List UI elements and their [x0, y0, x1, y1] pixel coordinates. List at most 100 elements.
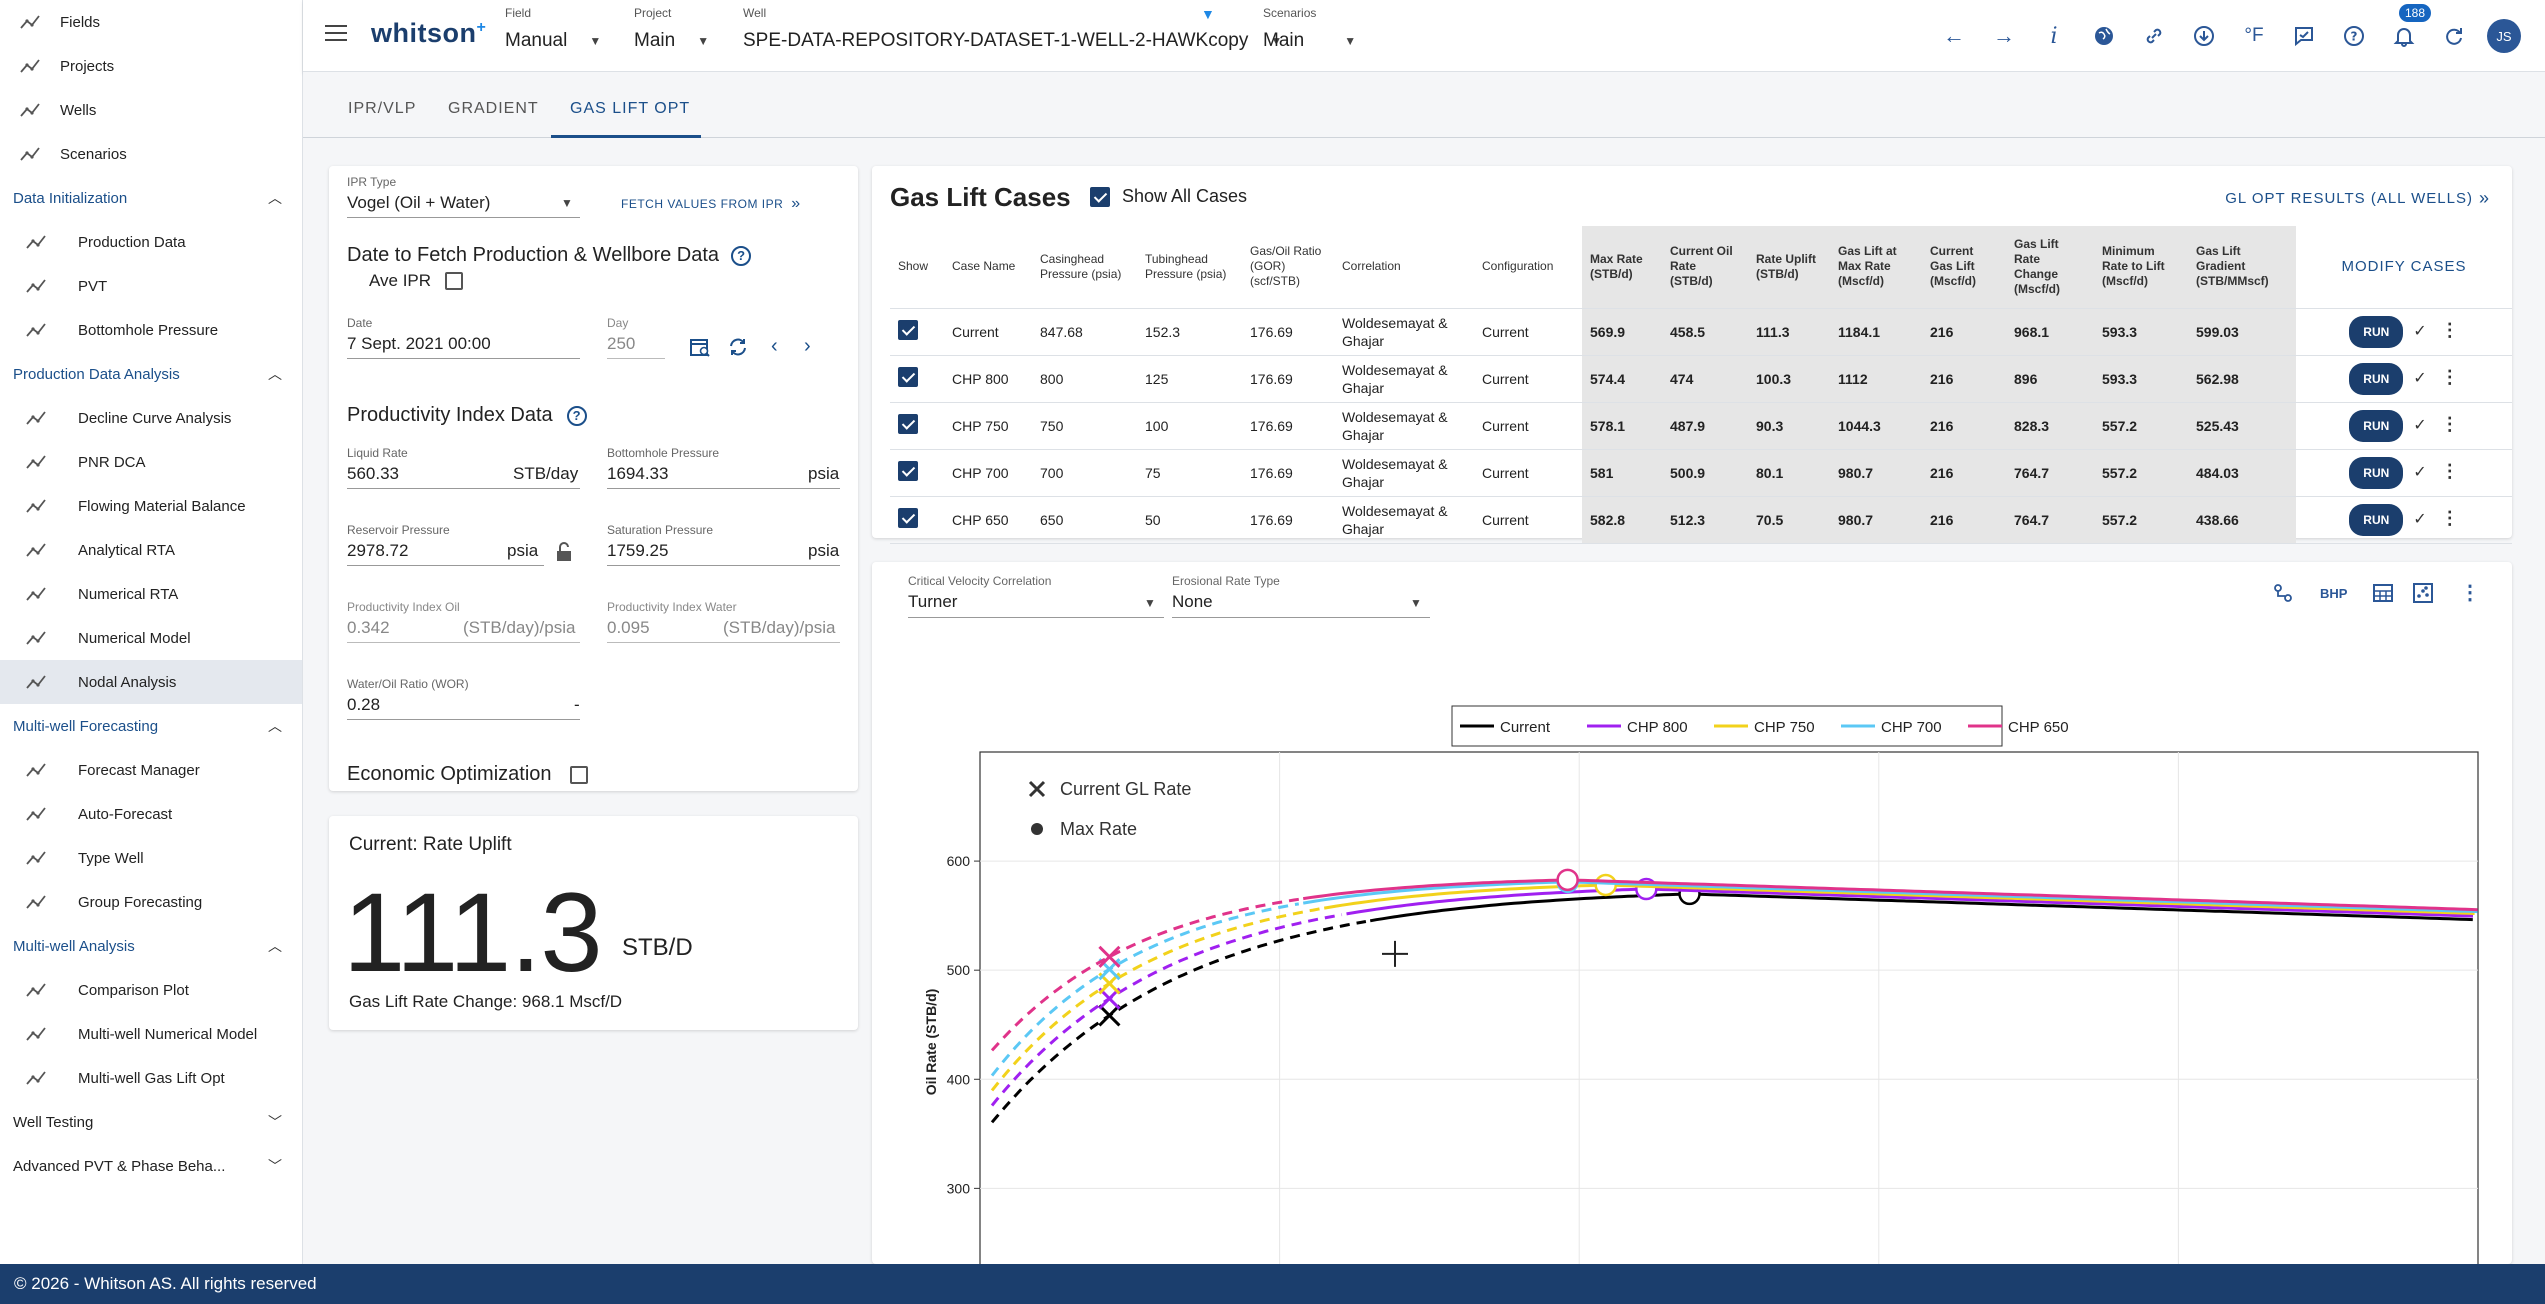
- chevron-left-icon[interactable]: ‹: [771, 335, 778, 357]
- sync-icon[interactable]: [727, 336, 749, 363]
- econ-opt-checkbox[interactable]: [569, 765, 588, 784]
- menu-icon[interactable]: [325, 25, 347, 41]
- sidebar-item-auto-forecast[interactable]: Auto-Forecast: [0, 792, 302, 836]
- temperature-unit-icon[interactable]: °F: [2244, 25, 2264, 46]
- more-vert-icon[interactable]: ⋮: [2440, 366, 2459, 387]
- liquid-rate-input[interactable]: 560.33: [347, 464, 399, 483]
- run-button[interactable]: RUN: [2349, 456, 2404, 489]
- gl-opt-results-button[interactable]: GL OPT RESULTS (ALL WELLS)»: [2225, 188, 2490, 208]
- more-vert-icon[interactable]: ⋮: [2440, 319, 2459, 340]
- sidebar-item-decline-curve-analysis[interactable]: Decline Curve Analysis: [0, 396, 302, 440]
- sidebar-section-well-testing[interactable]: Well Testing ﹀: [0, 1100, 302, 1144]
- reservoir-pressure-input[interactable]: 2978.72: [347, 541, 409, 560]
- date-input[interactable]: 7 Sept. 2021 00:00: [347, 334, 491, 353]
- table-cell: 111.3: [1748, 308, 1830, 356]
- sidebar-item-pvt[interactable]: PVT: [0, 264, 302, 308]
- sidebar-section-multi-well-analysis[interactable]: Multi-well Analysis ︿: [0, 924, 302, 968]
- sidebar-item-production-data[interactable]: Production Data: [0, 220, 302, 264]
- bhp-input[interactable]: 1694.33: [607, 464, 669, 483]
- logo[interactable]: whitson+: [371, 18, 487, 48]
- sidebar-item-scenarios[interactable]: Scenarios: [0, 132, 302, 176]
- more-vert-icon[interactable]: ⋮: [2460, 582, 2480, 604]
- caret-down-icon[interactable]: ▼: [1144, 596, 1156, 610]
- caret-down-icon[interactable]: ▼: [1410, 596, 1422, 610]
- back-arrow-icon[interactable]: ←: [1943, 23, 1965, 48]
- sidebar-section-multi-well-forecasting[interactable]: Multi-well Forecasting ︿: [0, 704, 302, 748]
- more-vert-icon[interactable]: ⋮: [2440, 413, 2459, 434]
- sidebar-section-production-data-analysis[interactable]: Production Data Analysis ︿: [0, 352, 302, 396]
- sidebar-item-multi-well-numerical-model[interactable]: Multi-well Numerical Model: [0, 1012, 302, 1056]
- ave-ipr-checkbox[interactable]: [445, 272, 464, 290]
- project-select[interactable]: Project Main ▼: [634, 6, 710, 51]
- legend-entry: CHP 800: [1627, 719, 1688, 736]
- refresh-icon[interactable]: [2429, 16, 2479, 56]
- sidebar-item-wells[interactable]: Wells: [0, 88, 302, 132]
- run-button[interactable]: RUN: [2349, 362, 2404, 395]
- well-select[interactable]: Well SPE-DATA-REPOSITORY-DATASET-1-WELL-…: [743, 6, 1283, 51]
- fetch-values-button[interactable]: FETCH VALUES FROM IPR»: [621, 195, 801, 212]
- sidebar-section-advanced-pvt-phase-beha[interactable]: Advanced PVT & Phase Beha... ﹀: [0, 1144, 302, 1188]
- sidebar-item-type-well[interactable]: Type Well: [0, 836, 302, 880]
- sidebar-section-data-initialization[interactable]: Data Initialization ︿: [0, 176, 302, 220]
- help-circle-icon[interactable]: ?: [731, 245, 752, 266]
- sidebar-item-forecast-manager[interactable]: Forecast Manager: [0, 748, 302, 792]
- caret-down-icon[interactable]: ▼: [561, 196, 573, 210]
- info-icon[interactable]: i: [2050, 23, 2058, 49]
- ert-select[interactable]: None: [1172, 592, 1213, 611]
- feedback-icon[interactable]: [2279, 16, 2329, 56]
- bhp-toggle[interactable]: BHP: [2320, 586, 2348, 601]
- scatter-settings-icon[interactable]: [2412, 582, 2434, 609]
- modify-cases-button[interactable]: MODIFY CASES: [2341, 257, 2467, 275]
- sidebar-item-numerical-rta[interactable]: Numerical RTA: [0, 572, 302, 616]
- table-cell: 525.43: [2188, 402, 2296, 450]
- more-vert-icon[interactable]: ⋮: [2440, 460, 2459, 481]
- sidebar-item-bottomhole-pressure[interactable]: Bottomhole Pressure: [0, 308, 302, 352]
- saturation-pressure-input[interactable]: 1759.25: [607, 541, 669, 560]
- sidebar-item-flowing-material-balance[interactable]: Flowing Material Balance: [0, 484, 302, 528]
- table-cell: 599.03: [2188, 308, 2296, 356]
- more-vert-icon[interactable]: ⋮: [2440, 507, 2459, 528]
- wor-input[interactable]: 0.28: [347, 695, 381, 714]
- field-select[interactable]: Field Manual ▼: [505, 6, 602, 51]
- run-button[interactable]: RUN: [2349, 503, 2404, 536]
- run-button[interactable]: RUN: [2349, 315, 2404, 348]
- sidebar-item-projects[interactable]: Projects: [0, 44, 302, 88]
- pi-water-value: 0.095: [607, 618, 650, 637]
- show-case-checkbox[interactable]: [898, 460, 918, 481]
- table-icon[interactable]: [2372, 582, 2394, 609]
- link-icon[interactable]: [2129, 16, 2179, 56]
- filter-icon[interactable]: ▼: [1201, 6, 1215, 22]
- fmb-icon: [22, 495, 50, 517]
- scenarios-select[interactable]: Scenarios Main ▼: [1263, 6, 1357, 51]
- tab-gradient[interactable]: GRADIENT: [448, 100, 539, 117]
- notifications-icon[interactable]: 188: [2379, 4, 2432, 56]
- show-all-cases-checkbox[interactable]: [1090, 186, 1110, 207]
- show-case-checkbox[interactable]: [898, 413, 918, 434]
- calendar-search-icon[interactable]: [689, 336, 711, 363]
- sidebar-item-nodal-analysis[interactable]: Nodal Analysis: [0, 660, 302, 704]
- avatar[interactable]: JS: [2487, 19, 2521, 53]
- ipr-type-select[interactable]: Vogel (Oil + Water): [347, 193, 491, 212]
- unlock-icon[interactable]: [554, 541, 574, 568]
- download-icon[interactable]: [2179, 16, 2229, 56]
- sidebar-item-fields[interactable]: Fields: [0, 0, 302, 44]
- globe-icon[interactable]: [2079, 16, 2129, 56]
- sidebar-item-comparison-plot[interactable]: Comparison Plot: [0, 968, 302, 1012]
- forward-arrow-icon[interactable]: →: [1993, 23, 2015, 48]
- sidebar-item-analytical-rta[interactable]: Analytical RTA: [0, 528, 302, 572]
- sidebar-item-pnr-dca[interactable]: PNR DCA: [0, 440, 302, 484]
- cvc-select[interactable]: Turner: [908, 592, 958, 611]
- chevron-right-icon[interactable]: ›: [804, 335, 811, 357]
- sidebar-item-group-forecasting[interactable]: Group Forecasting: [0, 880, 302, 924]
- show-case-checkbox[interactable]: [898, 319, 918, 340]
- sidebar-item-numerical-model[interactable]: Numerical Model: [0, 616, 302, 660]
- network-icon[interactable]: [2272, 582, 2294, 609]
- show-case-checkbox[interactable]: [898, 507, 918, 528]
- tab-ipr-vlp[interactable]: IPR/VLP: [348, 100, 417, 117]
- help-icon[interactable]: ?: [2329, 16, 2379, 56]
- show-case-checkbox[interactable]: [898, 366, 918, 387]
- help-circle-icon[interactable]: ?: [566, 405, 587, 426]
- tab-gas-lift-opt[interactable]: GAS LIFT OPT: [570, 100, 691, 117]
- run-button[interactable]: RUN: [2349, 409, 2404, 442]
- sidebar-item-multi-well-gas-lift-opt[interactable]: Multi-well Gas Lift Opt: [0, 1056, 302, 1100]
